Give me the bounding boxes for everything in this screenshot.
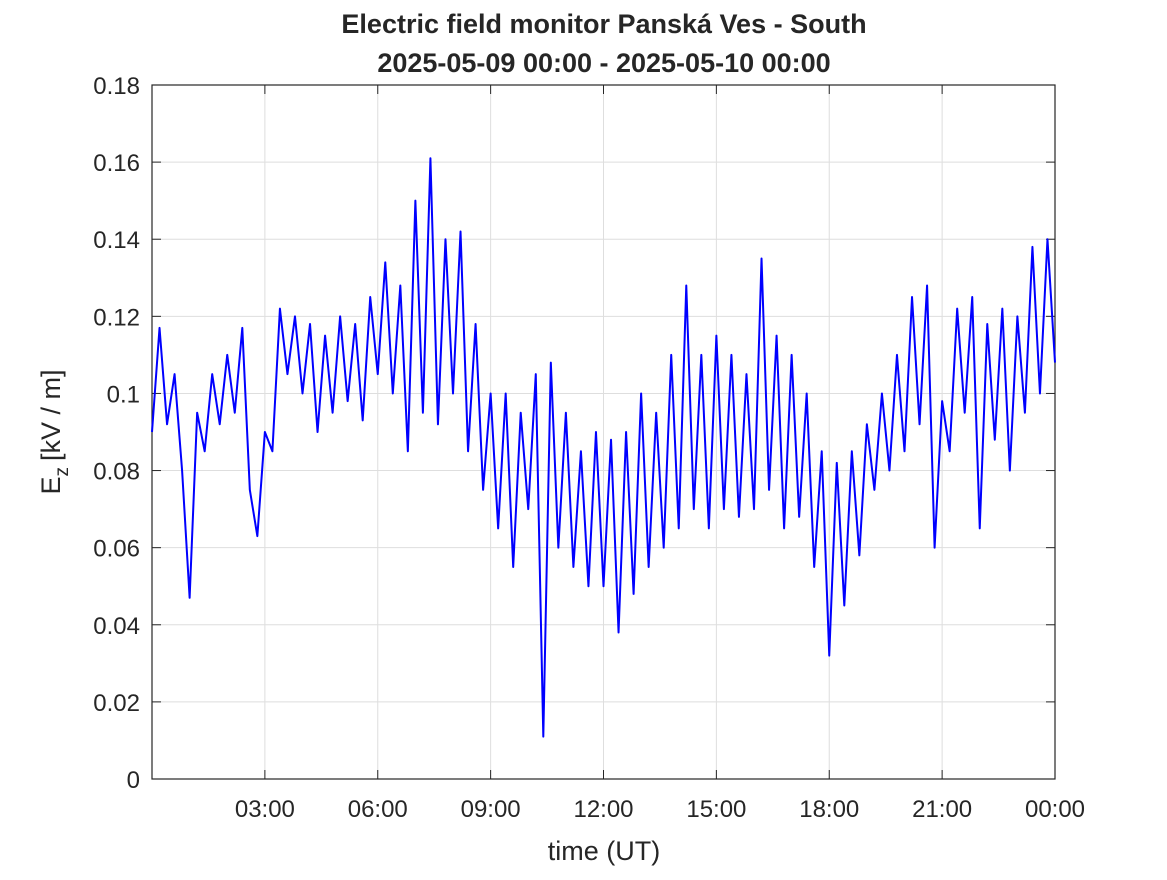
x-tick-label: 12:00 (573, 796, 633, 823)
y-label-unit: [kV / m] (36, 369, 66, 461)
y-tick-label: 0.08 (93, 459, 140, 486)
y-tick-label: 0.1 (107, 381, 140, 408)
y-tick-label: 0.02 (93, 690, 140, 717)
x-tick-label: 03:00 (235, 796, 295, 823)
chart-subtitle: 2025-05-09 00:00 - 2025-05-10 00:00 (377, 48, 830, 78)
y-tick-label: 0.12 (93, 304, 140, 331)
y-tick-label: 0.16 (93, 150, 140, 177)
x-tick-label: 00:00 (1025, 796, 1085, 823)
data-line (151, 157, 1056, 738)
x-tick-label: 09:00 (461, 796, 521, 823)
chart-title: Electric field monitor Panská Ves - Sout… (341, 9, 866, 39)
y-tick-label: 0.18 (93, 73, 140, 100)
y-tick-label: 0.04 (93, 613, 140, 640)
x-axis-label: time (UT) (548, 836, 660, 866)
y-tick-label: 0 (127, 767, 140, 794)
y-axis-label: Ez [kV / m] (36, 369, 73, 494)
x-tick-label: 06:00 (348, 796, 408, 823)
y-label-subscript: z (52, 467, 73, 477)
x-tick-label: 21:00 (912, 796, 972, 823)
y-label-symbol: E (36, 477, 66, 495)
y-tick-label: 0.14 (93, 227, 140, 254)
y-tick-label: 0.06 (93, 536, 140, 563)
x-tick-label: 15:00 (686, 796, 746, 823)
x-tick-label: 18:00 (799, 796, 859, 823)
